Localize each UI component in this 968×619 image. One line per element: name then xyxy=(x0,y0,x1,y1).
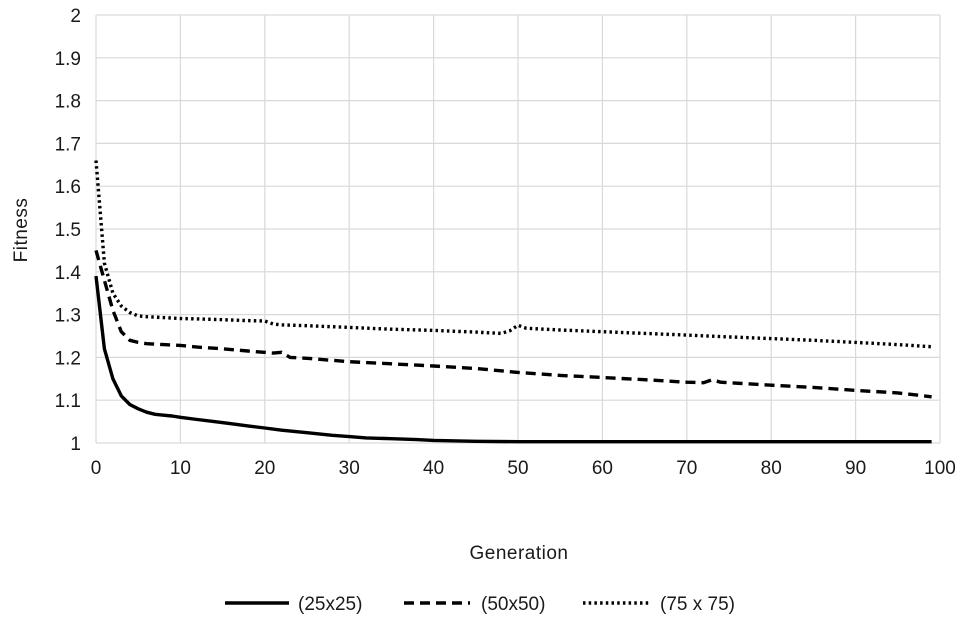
x-tick-label: 100 xyxy=(924,458,956,479)
y-tick-label: 1.2 xyxy=(55,348,81,369)
x-axis-title: Generation xyxy=(469,543,568,564)
legend: (25x25) (50x50) (75 x 75) xyxy=(225,594,735,615)
x-tick-label: 90 xyxy=(845,458,866,479)
y-tick-label: 1 xyxy=(70,434,81,455)
x-tick-label: 70 xyxy=(676,458,697,479)
y-tick-label: 1.5 xyxy=(55,220,81,241)
y-axis-title: Fitness xyxy=(11,198,32,263)
x-tick-label: 80 xyxy=(761,458,782,479)
series-line-dotted xyxy=(94,160,932,349)
x-axis-ticks: 0 10 20 30 40 50 60 70 80 90 100 xyxy=(91,458,956,479)
y-tick-label: 1.4 xyxy=(55,263,82,284)
y-tick-label: 1.6 xyxy=(55,177,81,198)
x-tick-label: 40 xyxy=(423,458,444,479)
y-tick-label: 1.3 xyxy=(55,306,81,327)
y-tick-label: 1.9 xyxy=(55,49,81,70)
legend-label: (25x25) xyxy=(298,594,362,615)
x-tick-label: 60 xyxy=(592,458,613,479)
legend-label: (50x50) xyxy=(481,594,545,615)
y-axis-ticks: 1 1.1 1.2 1.3 1.4 1.5 1.6 1.7 1.8 1.9 2 xyxy=(55,6,82,455)
y-tick-label: 1.8 xyxy=(55,92,81,113)
x-tick-label: 30 xyxy=(339,458,360,479)
x-tick-label: 50 xyxy=(507,458,528,479)
y-tick-label: 1.7 xyxy=(55,134,81,155)
series-line-dashed xyxy=(94,249,932,399)
x-tick-label: 10 xyxy=(170,458,191,479)
y-tick-label: 2 xyxy=(70,6,81,27)
series-line-solid xyxy=(94,275,932,444)
x-tick-label: 0 xyxy=(91,458,102,479)
y-tick-label: 1.1 xyxy=(55,391,81,412)
grid xyxy=(95,14,941,444)
legend-label: (75 x 75) xyxy=(660,594,735,615)
series-lines xyxy=(94,160,932,444)
x-tick-label: 20 xyxy=(254,458,275,479)
